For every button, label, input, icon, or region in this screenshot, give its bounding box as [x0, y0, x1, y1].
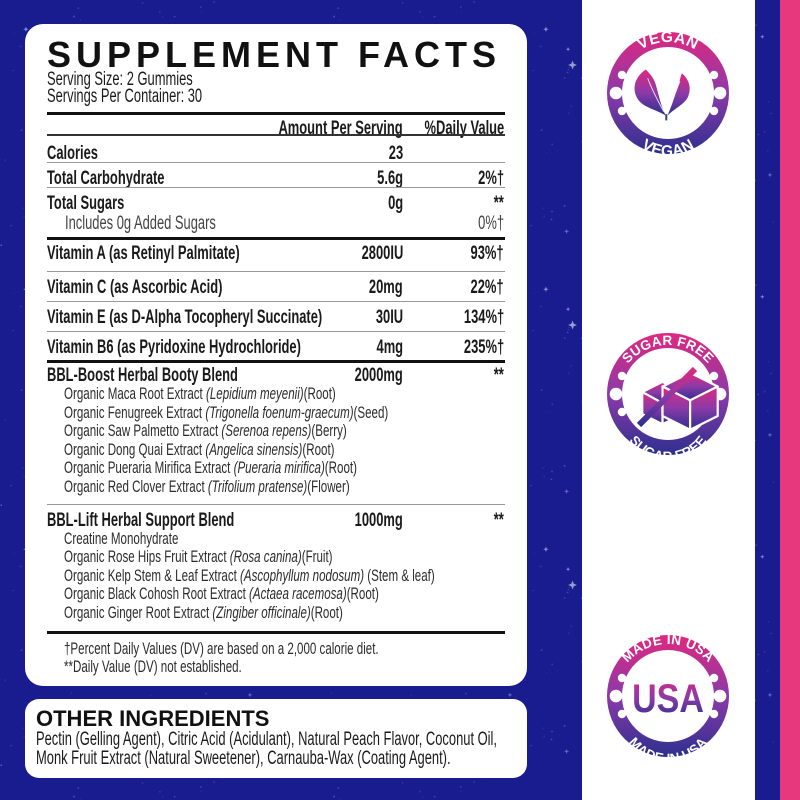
svg-text:USA: USA [632, 675, 704, 720]
